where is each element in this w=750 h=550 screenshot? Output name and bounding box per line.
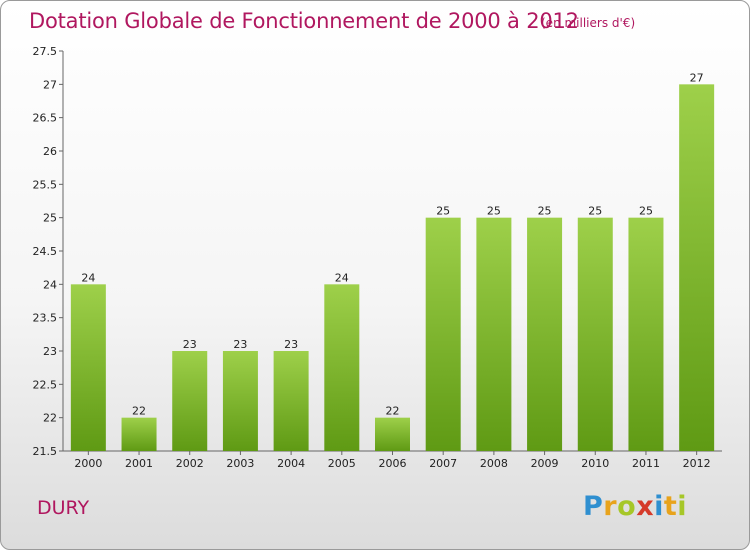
data-label: 23 (183, 338, 197, 351)
logo-letter: i (677, 491, 688, 522)
data-label: 24 (335, 271, 349, 284)
y-tick-label: 23.5 (33, 312, 58, 325)
data-label: 25 (487, 205, 501, 218)
bar (70, 284, 106, 451)
data-label: 27 (690, 71, 704, 84)
data-label: 24 (81, 271, 95, 284)
x-tick-label: 2008 (480, 457, 508, 470)
logo-letter: r (603, 491, 618, 522)
commune-name: DURY (37, 497, 90, 519)
data-label: 25 (436, 205, 450, 218)
x-tick-label: 2005 (328, 457, 356, 470)
logo-letter: x (636, 491, 655, 522)
y-tick-label: 21.5 (33, 445, 58, 458)
bar (121, 417, 157, 451)
data-label: 25 (588, 205, 602, 218)
x-tick-label: 2009 (531, 457, 559, 470)
bar (375, 417, 410, 451)
x-tick-label: 2000 (74, 457, 102, 470)
x-tick-label: 2002 (176, 457, 204, 470)
y-tick-label: 27 (43, 78, 57, 91)
bar (577, 217, 613, 451)
y-tick-label: 25.5 (33, 178, 58, 191)
data-label: 22 (132, 405, 146, 418)
bar (628, 217, 664, 451)
bar (476, 217, 512, 451)
bars (70, 84, 715, 451)
y-axis: 21.5 22 22.5 23 23.5 24 24.5 25 25.5 26 26.5 27 27.5 (33, 45, 64, 458)
x-axis: 2000 2001 2002 2003 2004 2005 2006 2007 2008 2009… (63, 450, 722, 470)
logo-letter: P (583, 491, 604, 522)
y-tick-label: 22 (43, 412, 57, 425)
data-label: 25 (639, 205, 653, 218)
x-tick-label: 2001 (125, 457, 153, 470)
x-tick-label: 2010 (581, 457, 609, 470)
y-tick-label: 25 (43, 212, 57, 225)
bar (273, 351, 309, 451)
bar (527, 217, 563, 451)
logo-letter: o (617, 491, 637, 522)
y-tick-label: 26 (43, 145, 57, 158)
bar (324, 284, 360, 451)
bar (172, 351, 208, 451)
chart-subtitle: (en milliers d'€) (541, 16, 636, 30)
y-tick-label: 22.5 (33, 378, 58, 391)
proxiti-logo: Proxiti (583, 491, 687, 522)
y-tick-label: 23 (43, 345, 57, 358)
data-label: 25 (538, 205, 552, 218)
data-label: 22 (386, 405, 400, 418)
x-tick-label: 2011 (632, 457, 660, 470)
x-tick-label: 2007 (429, 457, 457, 470)
y-tick-label: 24 (43, 278, 57, 291)
y-tick-label: 26.5 (33, 112, 58, 125)
data-labels: 24 22 23 23 23 24 22 25 25 25 25 25 27 (81, 71, 703, 417)
x-tick-label: 2003 (226, 457, 254, 470)
x-tick-label: 2012 (683, 457, 711, 470)
bar (222, 351, 258, 451)
y-tick-label: 27.5 (33, 45, 58, 58)
data-label: 23 (233, 338, 247, 351)
x-tick-label: 2004 (277, 457, 305, 470)
bar (679, 84, 715, 451)
data-label: 23 (284, 338, 298, 351)
y-tick-label: 24.5 (33, 245, 58, 258)
chart-title: Dotation Globale de Fonctionnement de 20… (29, 9, 579, 33)
bar (425, 217, 461, 451)
logo-letter: t (663, 491, 678, 522)
x-tick-label: 2006 (379, 457, 407, 470)
logo-letter: i (654, 491, 664, 522)
